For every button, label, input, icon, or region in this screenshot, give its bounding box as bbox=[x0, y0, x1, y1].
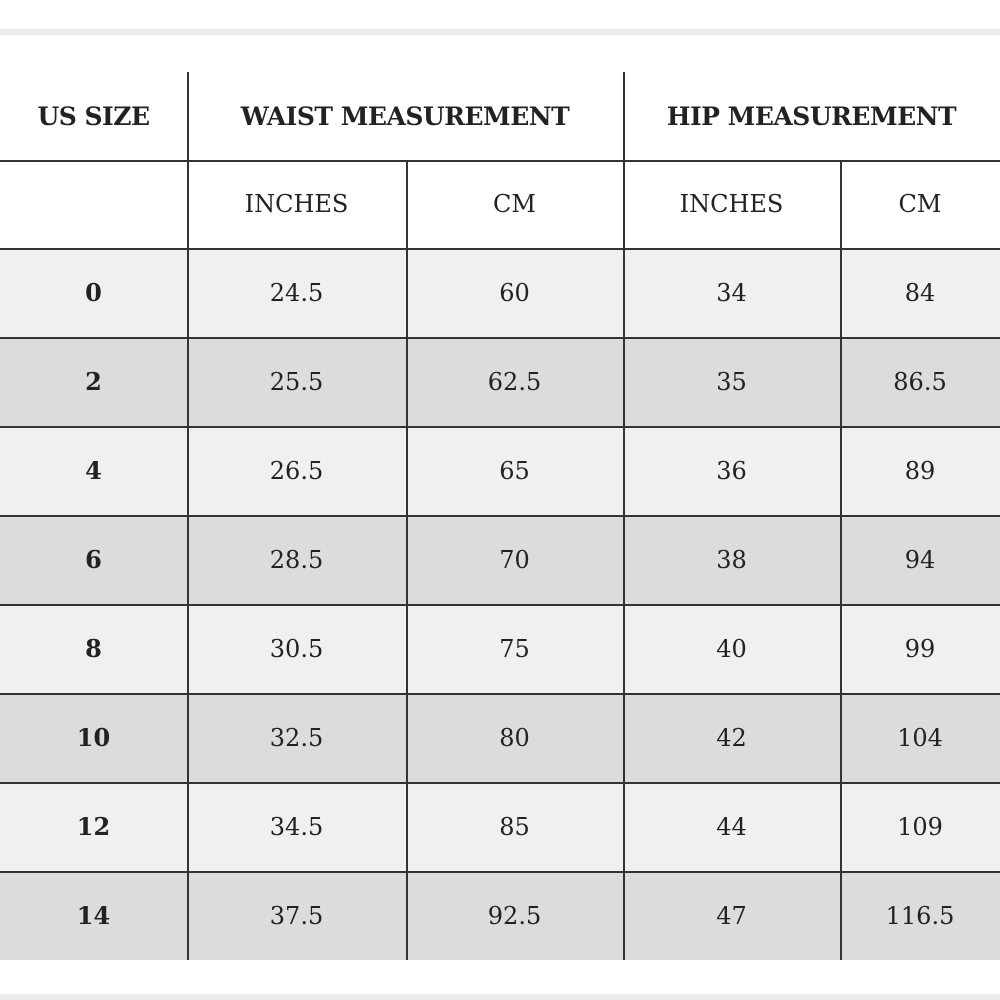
value-cell: 36 bbox=[716, 456, 747, 485]
header-cell: WAIST MEASUREMENT bbox=[240, 101, 570, 131]
value-cell: 34.5 bbox=[269, 812, 324, 841]
size-cell: 8 bbox=[85, 634, 102, 663]
subheader-cell: INCHES bbox=[244, 190, 349, 218]
row-bg bbox=[0, 604, 1000, 693]
row-line bbox=[0, 426, 1000, 428]
size-cell: 0 bbox=[85, 278, 102, 307]
value-cell: 80 bbox=[499, 723, 530, 752]
row-line bbox=[0, 604, 1000, 606]
row-bg bbox=[0, 337, 1000, 426]
value-cell: 25.5 bbox=[269, 367, 324, 396]
value-cell: 34 bbox=[716, 278, 747, 307]
value-cell: 84 bbox=[904, 278, 936, 307]
value-cell: 65 bbox=[499, 456, 530, 485]
value-cell: 75 bbox=[499, 634, 530, 663]
value-cell: 37.5 bbox=[269, 901, 324, 930]
size-cell: 10 bbox=[76, 723, 111, 752]
value-cell: 60 bbox=[499, 278, 530, 307]
value-cell: 30.5 bbox=[269, 634, 324, 663]
row-line bbox=[0, 160, 1000, 162]
row-bg bbox=[0, 248, 1000, 337]
row-line bbox=[0, 515, 1000, 517]
value-cell: 32.5 bbox=[269, 723, 324, 752]
row-bg bbox=[0, 515, 1000, 604]
value-cell: 40 bbox=[716, 634, 747, 663]
row-line bbox=[0, 248, 1000, 250]
size-cell: 14 bbox=[76, 901, 111, 930]
value-cell: 94 bbox=[904, 545, 936, 574]
value-cell: 85 bbox=[499, 812, 530, 841]
value-cell: 104 bbox=[897, 723, 943, 752]
value-cell: 92.5 bbox=[487, 901, 542, 930]
value-cell: 42 bbox=[716, 723, 747, 752]
value-cell: 26.5 bbox=[269, 456, 324, 485]
subheader-cell: CM bbox=[493, 190, 536, 218]
column-line bbox=[187, 72, 189, 960]
row-line bbox=[0, 871, 1000, 873]
row-line bbox=[0, 693, 1000, 695]
top-band bbox=[0, 29, 1000, 35]
size-cell: 6 bbox=[85, 545, 102, 574]
row-bg bbox=[0, 782, 1000, 871]
value-cell: 24.5 bbox=[269, 278, 324, 307]
size-cell: 4 bbox=[85, 456, 102, 485]
subheader-cell: INCHES bbox=[679, 190, 784, 218]
column-line bbox=[406, 160, 408, 960]
bottom-band bbox=[0, 994, 1000, 1000]
value-cell: 35 bbox=[716, 367, 747, 396]
value-cell: 28.5 bbox=[269, 545, 324, 574]
header-cell: HIP MEASUREMENT bbox=[666, 101, 957, 131]
value-cell: 70 bbox=[499, 545, 530, 574]
column-line bbox=[840, 160, 842, 960]
value-cell: 38 bbox=[716, 545, 747, 574]
size-cell: 2 bbox=[85, 367, 102, 396]
value-cell: 47 bbox=[716, 901, 747, 930]
value-cell: 109 bbox=[897, 812, 943, 841]
value-cell: 62.5 bbox=[487, 367, 542, 396]
row-bg bbox=[0, 426, 1000, 515]
subheader-cell: CM bbox=[898, 190, 942, 218]
row-bg bbox=[0, 871, 1000, 960]
header-cell: US SIZE bbox=[37, 101, 150, 131]
size-cell: 12 bbox=[76, 812, 111, 841]
row-line bbox=[0, 782, 1000, 784]
value-cell: 86.5 bbox=[893, 367, 947, 396]
value-cell: 44 bbox=[716, 812, 747, 841]
column-line bbox=[623, 72, 625, 960]
row-line bbox=[0, 337, 1000, 339]
value-cell: 116.5 bbox=[885, 901, 955, 930]
value-cell: 89 bbox=[904, 456, 936, 485]
value-cell: 99 bbox=[904, 634, 936, 663]
row-bg bbox=[0, 693, 1000, 782]
